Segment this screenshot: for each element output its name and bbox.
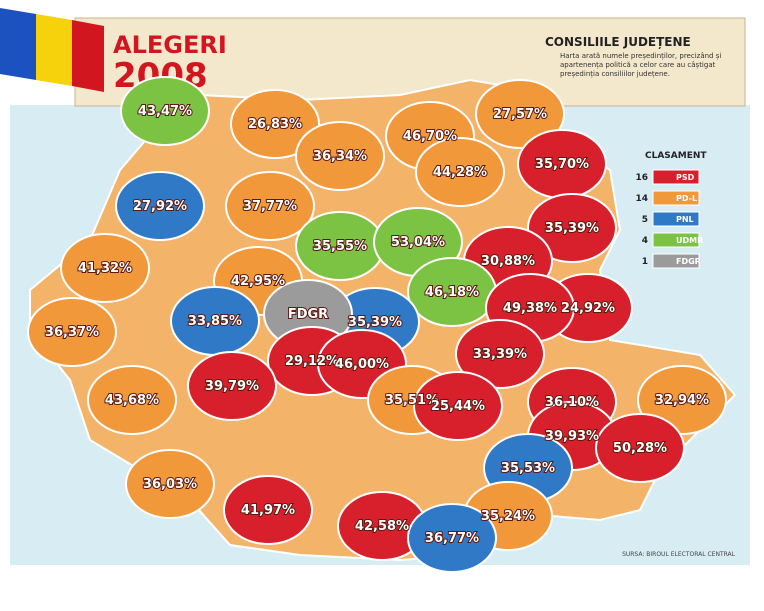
flag: [0, 8, 104, 92]
county: [225, 171, 315, 241]
county-result: FDGR: [288, 307, 328, 322]
county-result: 35,39%: [348, 315, 402, 330]
county-result: 41,32%: [78, 261, 132, 276]
county-result: 36,10%: [545, 395, 599, 410]
county-result: 36,03%: [143, 477, 197, 492]
county: [407, 503, 497, 573]
legend-swatch: [652, 190, 700, 206]
legend-count: 1: [642, 257, 648, 267]
county: [595, 413, 685, 483]
legend-count: 5: [642, 215, 648, 225]
county: [475, 79, 565, 149]
county: [27, 297, 117, 367]
county-result: 27,57%: [493, 107, 547, 122]
county-result: 27,92%: [133, 199, 187, 214]
county-result: 35,39%: [545, 221, 599, 236]
county: [60, 233, 150, 303]
county-result: 24,92%: [561, 301, 615, 316]
county-result: 33,85%: [188, 314, 242, 329]
county: [295, 121, 385, 191]
legend-count: 16: [635, 173, 648, 183]
county: [120, 76, 210, 146]
county: [415, 137, 505, 207]
legend-party: PSD: [676, 173, 695, 182]
legend-swatch: [652, 211, 700, 227]
county-result: 36,37%: [45, 325, 99, 340]
county: [87, 365, 177, 435]
county-result: 42,58%: [355, 519, 409, 534]
county-result: 29,12%: [285, 354, 339, 369]
county-result: 46,00%: [335, 357, 389, 372]
county-result: 42,95%: [231, 274, 285, 289]
county-result: 53,04%: [391, 235, 445, 250]
county-result: 25,44%: [431, 399, 485, 414]
legend-title: CLASAMENT: [645, 151, 707, 161]
county: [527, 193, 617, 263]
county-result: 49,38%: [503, 301, 557, 316]
county-result: 35,51%: [385, 393, 439, 408]
counties: 43,47% 26,83% 27,57% 46,70% 36,34% 35,70% 44,2…: [27, 76, 727, 573]
legend-party: FDGR: [676, 257, 701, 266]
legend-count: 4: [642, 236, 648, 246]
legend-count: 14: [635, 194, 648, 204]
county-result: 30,88%: [481, 254, 535, 269]
county: [230, 89, 320, 159]
county-result: 41,97%: [241, 503, 295, 518]
legend-party: PNL: [676, 215, 694, 224]
county-result: 50,28%: [613, 441, 667, 456]
county-result: 36,34%: [313, 149, 367, 164]
county-result: 39,79%: [205, 379, 259, 394]
county: [223, 475, 313, 545]
source: SURSA: BIROUL ELECTORAL CENTRAL: [622, 551, 736, 558]
county-result: 46,18%: [425, 285, 479, 300]
county-result: 35,55%: [313, 239, 367, 254]
county: [455, 319, 545, 389]
county-result: 35,70%: [535, 157, 589, 172]
legend-party: UDMR: [676, 236, 703, 245]
legend-swatch: [652, 169, 700, 185]
county-result: 44,28%: [433, 165, 487, 180]
county: [125, 449, 215, 519]
legend: CLASAMENT 16 PSD 14 PD-L 5 PNL 4 UDMR 1 FDGR: [635, 151, 707, 269]
county-result: 39,93%: [545, 429, 599, 444]
county-result: 43,47%: [138, 104, 192, 119]
panel-title: CONSILIILE JUDEȚENE: [545, 35, 691, 49]
county-result: 33,39%: [473, 347, 527, 362]
county-result: 35,24%: [481, 509, 535, 524]
county-result: 32,94%: [655, 393, 709, 408]
county-result: 43,68%: [105, 393, 159, 408]
title: ALEGERI: [113, 31, 227, 59]
panel-text: Harta arată numele președinților, preciz…: [560, 52, 722, 78]
county: [115, 171, 205, 241]
county-result: 36,77%: [425, 531, 479, 546]
legend-party: PD-L: [676, 194, 697, 203]
panel-text-box: Harta arată numele președinților, preciz…: [560, 52, 722, 78]
legend-swatch: [652, 253, 700, 269]
county-result: 35,53%: [501, 461, 555, 476]
county: [413, 371, 503, 441]
legend-swatch: [652, 232, 700, 248]
county-result: 46,70%: [403, 129, 457, 144]
county: [187, 351, 277, 421]
county-result: 26,83%: [248, 117, 302, 132]
county-result: 37,77%: [243, 199, 297, 214]
